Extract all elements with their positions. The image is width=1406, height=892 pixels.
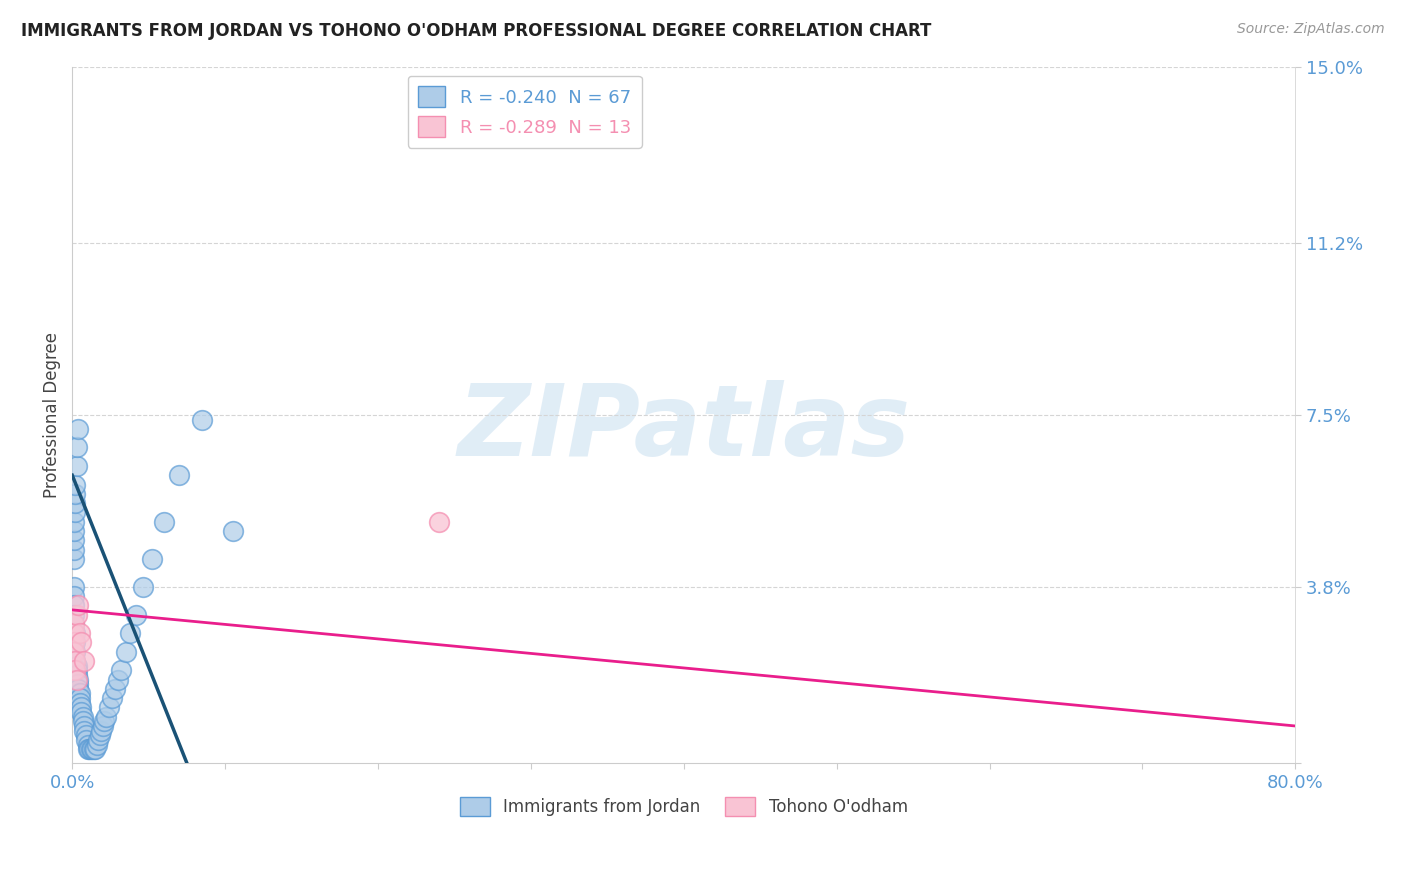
Point [79, 742, 101, 756]
Point [65, 626, 87, 640]
Point [67, 681, 90, 696]
Point [83, 742, 105, 756]
Point [97, 700, 120, 714]
Point [114, 645, 136, 659]
Point [65, 663, 87, 677]
Point [91, 719, 114, 733]
Point [65, 654, 87, 668]
Point [131, 580, 153, 594]
Point [191, 412, 214, 426]
Point [101, 691, 124, 706]
Point [62, 542, 84, 557]
Point [62, 524, 84, 538]
Point [65, 487, 87, 501]
Point [427, 515, 450, 529]
Point [65, 654, 87, 668]
Point [62, 616, 84, 631]
Point [72, 709, 94, 723]
Point [65, 496, 87, 510]
Point [62, 589, 84, 603]
Point [70, 705, 93, 719]
Point [72, 714, 94, 729]
Text: IMMIGRANTS FROM JORDAN VS TOHONO O'ODHAM PROFESSIONAL DEGREE CORRELATION CHART: IMMIGRANTS FROM JORDAN VS TOHONO O'ODHAM… [21, 22, 931, 40]
Point [65, 477, 87, 491]
Point [77, 742, 100, 756]
Point [167, 468, 190, 483]
Point [69, 696, 91, 710]
Point [107, 673, 129, 687]
Point [82, 742, 104, 756]
Point [90, 723, 112, 738]
Point [62, 626, 84, 640]
Point [89, 728, 111, 742]
Point [222, 524, 245, 538]
Point [67, 422, 90, 436]
Point [65, 505, 87, 519]
Point [67, 673, 90, 687]
Point [120, 626, 142, 640]
Point [93, 714, 115, 729]
Point [76, 738, 98, 752]
Point [62, 533, 84, 548]
Point [66, 668, 89, 682]
Point [62, 616, 84, 631]
Point [94, 709, 117, 723]
Point [70, 635, 93, 649]
Legend: Immigrants from Jordan, Tohono O'odham: Immigrants from Jordan, Tohono O'odham [451, 789, 917, 824]
Point [66, 441, 89, 455]
Y-axis label: Professional Degree: Professional Degree [44, 332, 60, 498]
Point [67, 599, 90, 613]
Point [67, 677, 90, 691]
Point [104, 681, 127, 696]
Point [75, 732, 97, 747]
Point [76, 742, 98, 756]
Point [66, 663, 89, 677]
Point [62, 607, 84, 622]
Point [86, 738, 108, 752]
Point [69, 626, 91, 640]
Point [66, 658, 89, 673]
Point [62, 515, 84, 529]
Point [69, 691, 91, 706]
Point [75, 728, 97, 742]
Point [65, 645, 87, 659]
Point [125, 607, 148, 622]
Point [87, 732, 110, 747]
Point [65, 635, 87, 649]
Point [66, 673, 89, 687]
Point [73, 654, 96, 668]
Point [66, 458, 89, 473]
Point [73, 719, 96, 733]
Point [62, 645, 84, 659]
Text: Source: ZipAtlas.com: Source: ZipAtlas.com [1237, 22, 1385, 37]
Point [62, 635, 84, 649]
Point [73, 723, 96, 738]
Point [84, 742, 107, 756]
Point [62, 580, 84, 594]
Point [69, 686, 91, 700]
Point [141, 551, 163, 566]
Point [110, 663, 132, 677]
Text: ZIPatlas: ZIPatlas [457, 380, 910, 477]
Point [66, 607, 89, 622]
Point [62, 599, 84, 613]
Point [70, 700, 93, 714]
Point [153, 515, 176, 529]
Point [62, 551, 84, 566]
